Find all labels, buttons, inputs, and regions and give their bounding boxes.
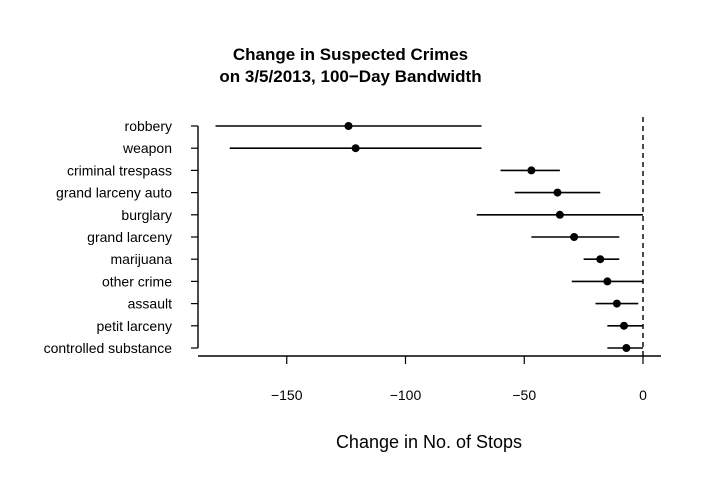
category-label: grand larceny xyxy=(87,229,172,245)
category-label: assault xyxy=(128,296,172,312)
estimate-point xyxy=(555,210,564,219)
estimate-point xyxy=(622,344,631,352)
estimate-point xyxy=(620,321,628,330)
category-label: petit larceny xyxy=(97,318,172,334)
category-label: other crime xyxy=(102,273,172,289)
estimate-point xyxy=(351,144,360,153)
estimate-point xyxy=(527,166,536,175)
chart-title: Change in Suspected Crimes on 3/5/2013, … xyxy=(0,44,701,88)
x-tick-label: 0 xyxy=(639,387,647,403)
x-axis-label: Change in No. of Stops xyxy=(335,432,523,452)
estimate-point xyxy=(570,233,579,241)
x-tick-label: −50 xyxy=(512,387,536,403)
x-tick-label: −150 xyxy=(271,387,303,403)
estimate-point xyxy=(344,122,353,130)
category-label: controlled substance xyxy=(44,340,173,356)
estimate-point xyxy=(612,299,621,308)
estimate-point xyxy=(596,255,605,264)
category-label: marijuana xyxy=(111,251,173,267)
estimate-point xyxy=(603,277,612,286)
chart-title-line-1: Change in Suspected Crimes xyxy=(232,45,469,64)
x-tick-label: −100 xyxy=(390,387,422,403)
category-label: robbery xyxy=(125,118,172,134)
category-label: burglary xyxy=(121,207,172,223)
category-label: weapon xyxy=(122,140,172,156)
category-label: grand larceny auto xyxy=(56,185,172,201)
category-label: criminal trespass xyxy=(67,162,172,178)
chart-title-line-2: on 3/5/2013, 100−Day Bandwidth xyxy=(219,67,482,86)
estimate-point xyxy=(553,188,562,197)
